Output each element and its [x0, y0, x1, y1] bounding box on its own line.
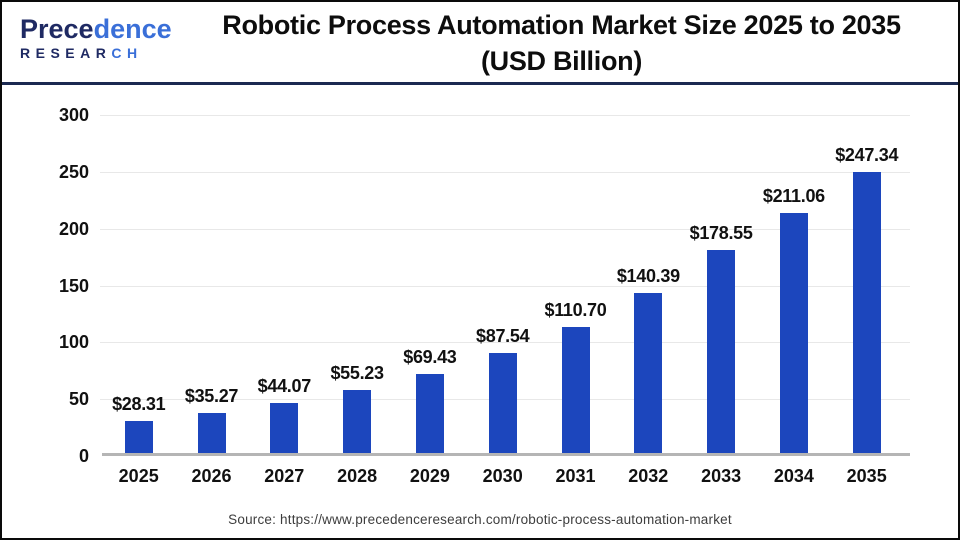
bar-value-label: $69.43: [403, 347, 457, 367]
bar: [634, 293, 663, 453]
x-axis-label: 2030: [482, 466, 523, 486]
x-axis-label: 2035: [846, 466, 887, 486]
x-axis-label: 2031: [555, 466, 596, 486]
gridline: [100, 228, 910, 230]
brand-subtitle-primary: RESEAR: [20, 45, 112, 61]
chart-title-line2: (USD Billion): [480, 46, 643, 76]
bar-value-label: $140.39: [616, 266, 680, 286]
gridline: [100, 171, 910, 173]
y-axis-label: 0: [78, 446, 89, 466]
y-axis-label: 100: [58, 332, 89, 353]
chart-region: 0 50 100 150 200 250 300 $28.31 2025 $35.27 2026 $4…: [2, 85, 958, 538]
x-axis-label: 2027: [264, 466, 305, 486]
gridline: [100, 115, 910, 116]
x-axis-label: 2032: [628, 466, 669, 486]
bar: [852, 172, 881, 453]
brand-name-secondary: dence: [93, 14, 172, 44]
bar-value-label: $247.34: [835, 145, 899, 165]
brand-name: Precedence: [20, 14, 190, 44]
bar-value-label: $28.31: [112, 394, 166, 414]
bar-value-label: $87.54: [476, 326, 530, 346]
bar: [779, 213, 808, 453]
header-divider: [2, 82, 958, 85]
x-axis-label: 2029: [409, 466, 450, 486]
bar-value-label: $55.23: [330, 363, 384, 383]
bar: [197, 413, 226, 453]
y-axis-label: 300: [58, 105, 89, 125]
x-axis-label: 2026: [191, 466, 232, 486]
x-axis-label: 2034: [773, 466, 814, 486]
y-axis-label: 250: [58, 161, 89, 182]
bar-value-label: $110.70: [544, 300, 607, 320]
y-axis-label: 50: [68, 389, 89, 410]
y-axis-label: 150: [58, 275, 89, 296]
brand-name-primary: Prece: [20, 14, 94, 44]
bar-value-label: $35.27: [184, 386, 239, 406]
bar: [124, 421, 153, 453]
bar-value-label: $211.06: [762, 186, 825, 206]
brand-subtitle-secondary: CH: [111, 45, 143, 61]
bar: [561, 327, 590, 453]
bar-value-label: $178.55: [689, 223, 753, 243]
bar: [270, 403, 299, 453]
brand-logo: Precedence RESEARCH: [20, 14, 190, 61]
gridline: [100, 342, 910, 344]
header: Precedence RESEARCH Robotic Process Auto…: [2, 2, 958, 82]
bar: [488, 353, 517, 453]
brand-subtitle: RESEARCH: [20, 45, 190, 61]
x-axis-label: 2033: [701, 466, 742, 486]
bar: [707, 250, 736, 453]
x-axis-label: 2025: [118, 466, 159, 486]
bar: [343, 390, 372, 453]
bar-value-label: $44.07: [257, 376, 312, 396]
chart-title-line1: Robotic Process Automation Market Size 2…: [222, 10, 901, 40]
x-axis-label: 2028: [337, 466, 378, 486]
plot: 0 50 100 150 200 250 300 $28.31 2025 $35.27 2026 $4…: [59, 105, 910, 486]
y-axis-label: 200: [58, 218, 89, 239]
bar: [415, 374, 444, 453]
chart-title: Robotic Process Automation Market Size 2…: [177, 7, 946, 79]
gridline: [100, 285, 910, 287]
source-text: Source: https://www.precedenceresearch.c…: [228, 512, 732, 527]
